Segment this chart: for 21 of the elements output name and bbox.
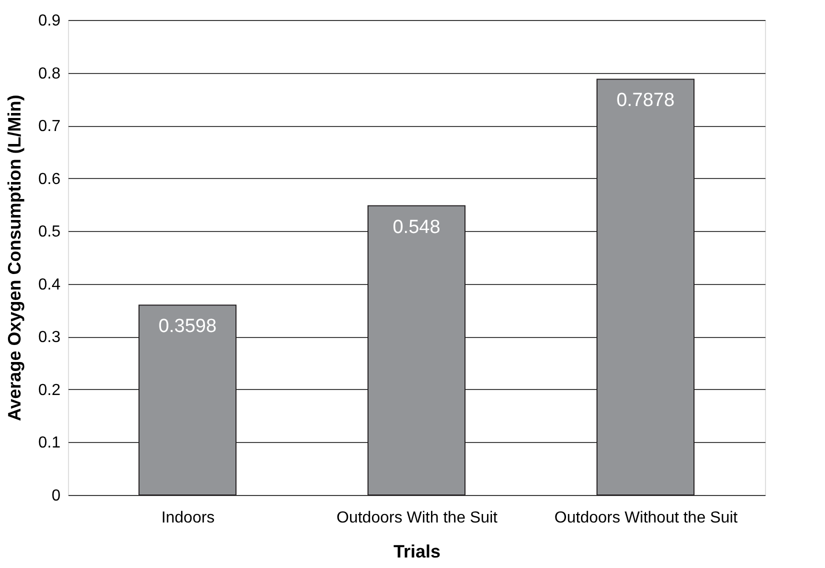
y-tick-label: 0.1 bbox=[38, 434, 61, 452]
y-tick-label: 0.3 bbox=[38, 329, 61, 346]
bar bbox=[368, 205, 466, 496]
data-label: 0.7878 bbox=[616, 90, 675, 112]
y-tick-label: 0.2 bbox=[38, 382, 61, 399]
y-tick-label: 0.6 bbox=[38, 170, 61, 188]
bar bbox=[138, 304, 236, 496]
x-axis-title: Trials bbox=[393, 542, 441, 562]
data-label: 0.548 bbox=[392, 216, 440, 238]
y-axis-title: Average Oxygen Consumption (L/Min) bbox=[4, 94, 24, 422]
y-tick-label: 0.9 bbox=[38, 12, 61, 30]
x-tick-label: Indoors bbox=[161, 510, 215, 526]
y-tick-label: 0.8 bbox=[38, 65, 61, 82]
y-tick-label: 0 bbox=[52, 488, 61, 504]
y-tick-label: 0.7 bbox=[38, 118, 61, 136]
x-tick-label: Outdoors With the Suit bbox=[336, 510, 498, 526]
bar bbox=[596, 78, 694, 496]
data-label: 0.3598 bbox=[158, 316, 217, 338]
y-tick-label: 0.5 bbox=[38, 224, 61, 241]
y-tick-label: 0.4 bbox=[38, 276, 61, 294]
x-tick-label: Outdoors Without the Suit bbox=[554, 510, 738, 526]
